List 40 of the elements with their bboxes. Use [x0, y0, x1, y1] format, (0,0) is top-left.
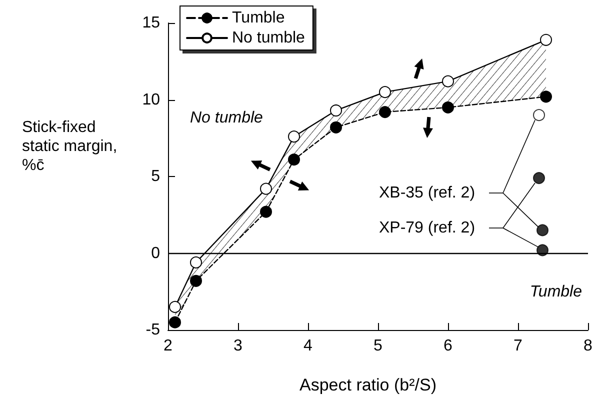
legend-label: No tumble — [232, 30, 306, 46]
x-axis-title: Aspect ratio (b²/S) — [300, 376, 436, 394]
x-tick-label: 5 — [374, 338, 383, 354]
point — [533, 109, 545, 122]
point — [169, 316, 181, 328]
point — [190, 256, 202, 268]
point — [260, 182, 272, 195]
annotation: No tumble — [190, 110, 264, 126]
x-tick-label: 3 — [234, 338, 243, 354]
y-tick-label: 5 — [151, 168, 160, 185]
x-tick-label: 7 — [514, 338, 523, 354]
y-tick-label: 0 — [151, 244, 160, 262]
y-tick-label: -5 — [146, 322, 160, 338]
point — [288, 130, 300, 143]
point — [540, 90, 552, 103]
point — [288, 154, 300, 166]
legend-label: Tumble — [232, 10, 285, 26]
point — [330, 104, 342, 116]
point — [379, 106, 391, 118]
x-tick-label: 2 — [164, 338, 173, 354]
point — [379, 86, 391, 98]
x-tick-label: 6 — [444, 338, 453, 354]
point — [540, 34, 552, 46]
point — [533, 172, 545, 184]
y-axis-title: Stick-fixed static margin, %c̄ — [22, 119, 118, 174]
x-tick-label: 8 — [584, 338, 593, 354]
point — [442, 75, 454, 88]
y-tick-label: 15 — [142, 14, 160, 32]
point — [190, 274, 202, 287]
point — [442, 101, 454, 114]
y-tick-label: 10 — [142, 91, 160, 108]
point — [330, 121, 342, 134]
point — [260, 206, 272, 218]
x-tick-label: 4 — [304, 338, 313, 354]
annotation: Tumble — [530, 284, 582, 300]
point — [536, 224, 548, 236]
point — [536, 244, 548, 256]
annotation: XP-79 (ref. 2) — [378, 220, 476, 236]
annotation: XB-35 (ref. 2) — [378, 184, 476, 202]
point — [169, 300, 181, 313]
